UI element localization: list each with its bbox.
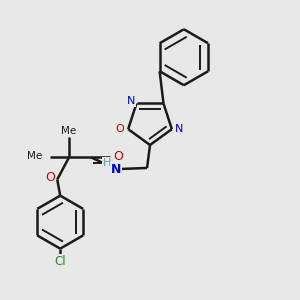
Text: N: N <box>127 96 135 106</box>
Text: Me: Me <box>27 152 43 161</box>
Text: O: O <box>45 171 55 184</box>
Text: O: O <box>114 150 123 163</box>
Text: Cl: Cl <box>54 255 66 268</box>
Text: O: O <box>116 124 124 134</box>
Text: Me: Me <box>61 126 77 136</box>
Text: N: N <box>111 163 121 176</box>
Text: H: H <box>103 158 111 168</box>
Text: N: N <box>175 124 184 134</box>
